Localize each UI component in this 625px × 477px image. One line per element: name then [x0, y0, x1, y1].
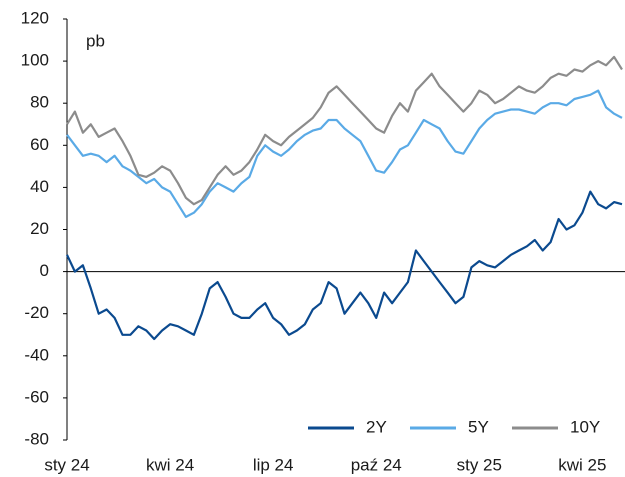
y-tick-label: 80: [30, 93, 49, 112]
y-tick-label: 40: [30, 177, 49, 196]
line-series: [66, 89, 623, 218]
y-tick-label: -80: [24, 429, 49, 448]
y-unit-label: pb: [86, 31, 105, 50]
y-tick-label: 120: [21, 8, 49, 27]
legend-label: 2Y: [366, 417, 387, 436]
legend-label: 10Y: [570, 417, 600, 436]
x-tick-label: paź 24: [351, 455, 402, 474]
line-series: [66, 190, 623, 341]
x-tick-label: sty 24: [44, 455, 89, 474]
x-tick-label: kwi 25: [558, 455, 606, 474]
x-tick-label: sty 25: [457, 455, 502, 474]
y-tick-label: -60: [24, 387, 49, 406]
legend-label: 5Y: [468, 417, 489, 436]
x-tick-label: lip 24: [253, 455, 294, 474]
y-tick-label: 20: [30, 219, 49, 238]
x-tick-label: kwi 24: [146, 455, 194, 474]
line-series: [66, 55, 623, 206]
y-tick-label: 60: [30, 135, 49, 154]
y-tick-label: 0: [40, 261, 49, 280]
y-tick-label: 100: [21, 51, 49, 70]
y-tick-label: -40: [24, 345, 49, 364]
y-tick-label: -20: [24, 303, 49, 322]
